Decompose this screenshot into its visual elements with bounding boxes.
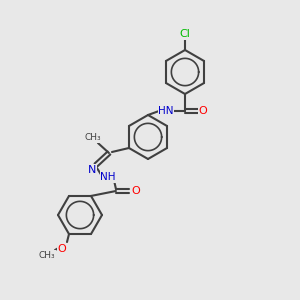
Text: CH₃: CH₃ <box>39 250 55 260</box>
Text: N: N <box>88 165 96 175</box>
Text: O: O <box>58 244 66 254</box>
Text: CH₃: CH₃ <box>85 134 101 142</box>
Text: HN: HN <box>158 106 174 116</box>
Text: Cl: Cl <box>180 29 190 39</box>
Text: O: O <box>132 186 140 196</box>
Text: NH: NH <box>100 172 116 182</box>
Text: O: O <box>199 106 207 116</box>
